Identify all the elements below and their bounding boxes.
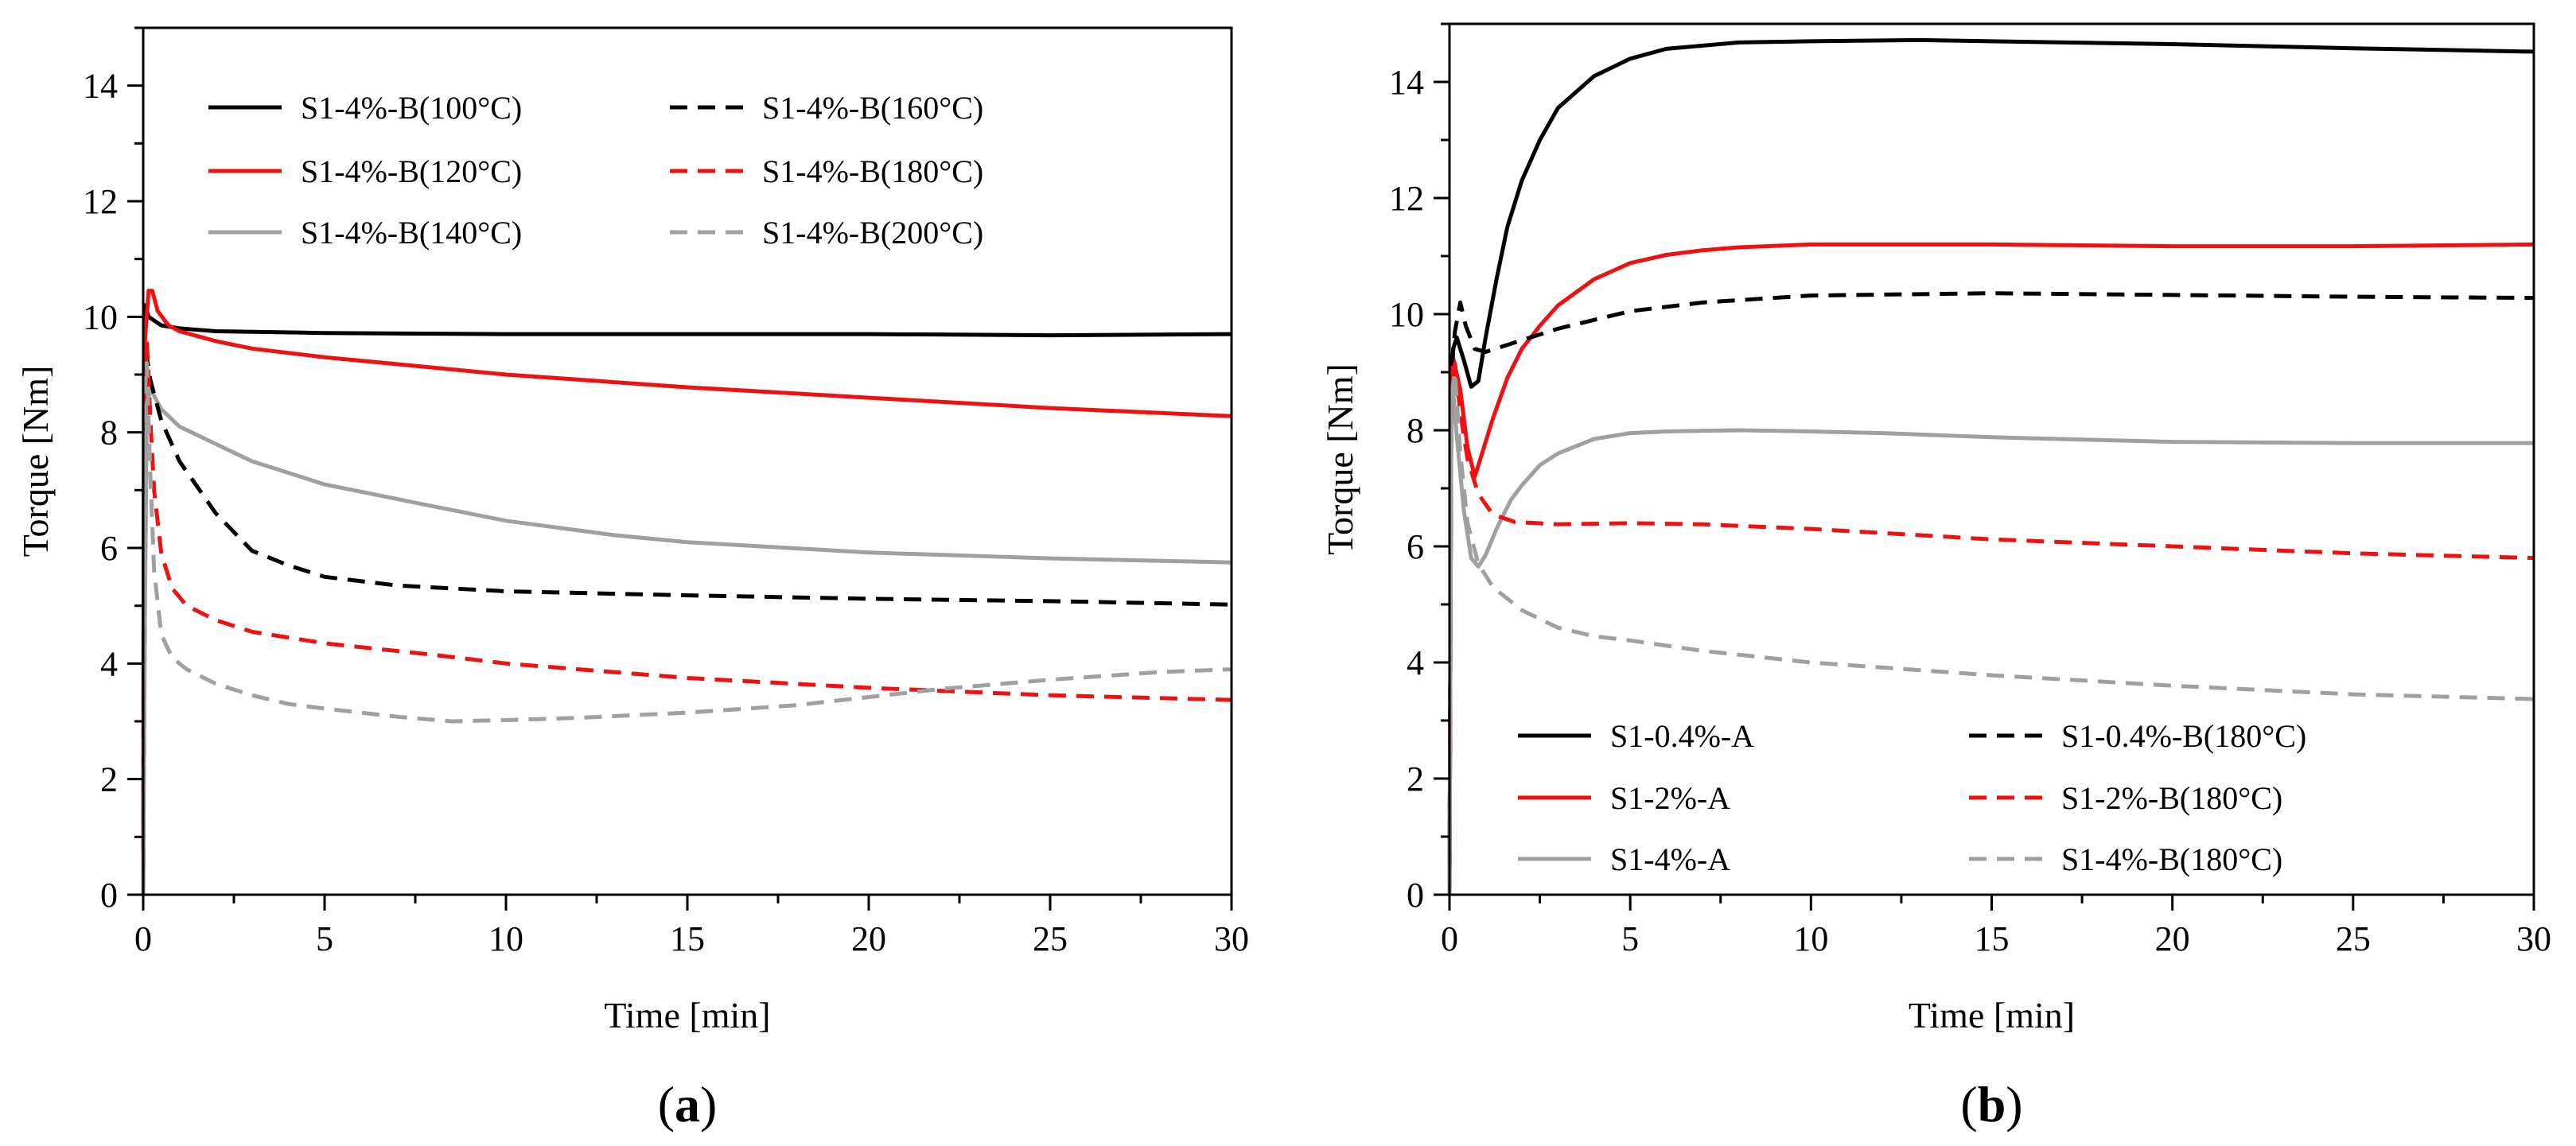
y-tick-label: 0 (1407, 876, 1424, 915)
legend-label: S1-4%-B(180°C) (2061, 841, 2282, 877)
series-line-5 (141, 337, 1232, 895)
panel-label: (b) (1960, 1076, 2022, 1132)
legend-label: S1-0.4%-B(180°C) (2061, 718, 2306, 754)
x-tick-label: 20 (851, 919, 886, 958)
y-axis-title: Torque [Nm] (1320, 363, 1360, 555)
x-tick-label: 5 (316, 919, 333, 958)
y-tick-label: 8 (1407, 411, 1424, 450)
x-tick-label: 30 (2516, 919, 2551, 958)
y-tick-label: 14 (83, 67, 118, 106)
y-tick-label: 6 (100, 529, 118, 568)
legend-label: S1-4%-B(120°C) (301, 153, 522, 189)
legend-label: S1-4%-B(200°C) (762, 215, 983, 251)
x-tick-label: 5 (1621, 919, 1639, 958)
series-line-6 (1447, 370, 2535, 895)
x-tick-label: 25 (2336, 919, 2371, 958)
legend-label: S1-2%-A (1610, 780, 1730, 816)
x-tick-label: 30 (1214, 919, 1249, 958)
x-tick-label: 10 (488, 919, 523, 958)
legend-label: S1-4%-B(140°C) (301, 215, 522, 251)
x-tick-label: 0 (134, 919, 152, 958)
legend-label: S1-4%-A (1610, 841, 1730, 877)
y-tick-label: 12 (83, 182, 118, 221)
x-tick-label: 20 (2155, 919, 2190, 958)
x-tick-label: 15 (1975, 919, 2010, 958)
y-tick-label: 14 (1389, 63, 1424, 102)
y-tick-label: 8 (100, 414, 118, 453)
series-line-6 (141, 361, 1232, 895)
legend-label: S1-4%-B(180°C) (762, 153, 983, 189)
x-axis-title: Time [min] (1909, 995, 2075, 1035)
y-tick-label: 6 (1407, 527, 1424, 566)
series-line-3 (1447, 387, 2534, 895)
series-line-4 (141, 355, 1232, 895)
x-tick-label: 25 (1033, 919, 1068, 958)
series-line-1 (141, 303, 1232, 895)
series-line-2 (141, 289, 1232, 895)
plot-frame (1448, 22, 2535, 896)
series-line-4 (1447, 291, 2535, 895)
series-line-2 (1447, 242, 2535, 895)
y-tick-label: 12 (1389, 179, 1424, 218)
y-tick-label: 4 (100, 644, 118, 683)
y-tick-label: 2 (1407, 759, 1424, 798)
legend-label: S1-0.4%-A (1610, 718, 1754, 754)
chart-panel-b: 0 5 10 15 20 25 30 0 2 4 6 8 10 12 14 Time [min] Torque … (1320, 22, 2551, 1132)
y-tick-label: 4 (1407, 643, 1424, 682)
x-axis-title: Time [min] (604, 995, 770, 1035)
series-line-1 (1447, 37, 2535, 895)
legend-label: S1-4%-B(100°C) (301, 90, 522, 126)
chart-panel-a: 0 5 10 15 20 25 30 0 2 4 6 8 10 12 14 Time [min] Torque … (15, 26, 1249, 1132)
y-tick-label: 10 (1389, 295, 1424, 334)
panel-label: (a) (658, 1076, 718, 1132)
x-tick-label: 0 (1441, 919, 1458, 958)
y-tick-label: 10 (83, 297, 118, 336)
x-tick-label: 10 (1793, 919, 1828, 958)
y-tick-label: 0 (100, 876, 118, 915)
x-tick-label: 15 (670, 919, 705, 958)
y-axis-title: Torque [Nm] (15, 366, 56, 557)
legend-label: S1-4%-B(160°C) (762, 90, 983, 126)
series-line-5 (1447, 361, 2535, 895)
y-tick-label: 2 (100, 760, 118, 799)
legend-label: S1-2%-B(180°C) (2061, 780, 2282, 816)
